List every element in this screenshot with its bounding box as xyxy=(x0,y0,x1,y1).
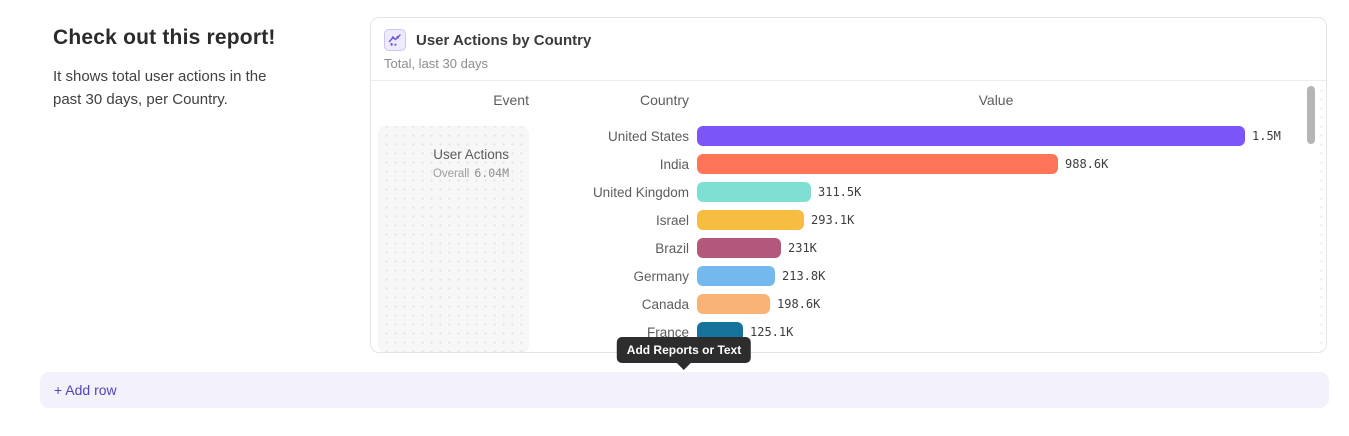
column-header-value[interactable]: Value xyxy=(978,92,1014,108)
value-label: 293.1K xyxy=(811,213,855,227)
event-total-value: 6.04M xyxy=(474,166,509,180)
value-bar[interactable] xyxy=(697,182,811,202)
country-label: Israel xyxy=(655,212,689,228)
value-label: 1.5M xyxy=(1252,129,1281,143)
value-label: 125.1K xyxy=(750,325,794,339)
scrollbar-thumb[interactable] xyxy=(1307,86,1315,144)
value-label: 213.8K xyxy=(782,269,826,283)
value-bar[interactable] xyxy=(697,126,1245,146)
chart-row: Canada 198.6K xyxy=(371,290,1326,318)
report-subtitle: Total, last 30 days xyxy=(384,56,489,71)
chart-row: France 125.1K xyxy=(371,318,1326,346)
value-bar[interactable] xyxy=(697,210,804,230)
tooltip-label: Add Reports or Text xyxy=(626,343,742,357)
value-bar[interactable] xyxy=(697,154,1058,174)
column-header-event[interactable]: Event xyxy=(493,92,529,108)
value-label: 988.6K xyxy=(1065,157,1109,171)
report-table: Event Country Value User Actions Overall… xyxy=(371,81,1326,352)
bar-rows: United States 1.5M India 988.6K United Kingd… xyxy=(371,122,1326,346)
country-label: Germany xyxy=(633,268,689,284)
event-total: Overall 6.04M xyxy=(378,166,509,180)
chart-row: India 988.6K xyxy=(371,150,1326,178)
insights-chart-icon xyxy=(384,29,406,51)
value-bar[interactable] xyxy=(697,238,781,258)
report-card-header: User Actions by Country Total, last 30 d… xyxy=(371,18,1326,81)
vertical-scrollbar[interactable] xyxy=(1307,86,1315,351)
country-label: Canada xyxy=(641,296,689,312)
chart-row: United States 1.5M xyxy=(371,122,1326,150)
country-label: United States xyxy=(607,128,689,144)
value-label: 198.6K xyxy=(777,297,821,311)
chart-row: Germany 213.8K xyxy=(371,262,1326,290)
report-card[interactable]: User Actions by Country Total, last 30 d… xyxy=(370,17,1327,353)
country-label: United Kingdom xyxy=(592,184,689,200)
value-bar[interactable] xyxy=(697,294,770,314)
add-row-button[interactable]: + Add row xyxy=(40,372,1329,408)
chart-row: Brazil 231K xyxy=(371,234,1326,262)
event-name: User Actions xyxy=(433,147,509,162)
event-total-label: Overall xyxy=(432,168,470,180)
country-label: Brazil xyxy=(655,240,689,256)
column-header-country[interactable]: Country xyxy=(639,92,689,108)
add-row-label: + Add row xyxy=(54,382,117,398)
right-texture-strip xyxy=(1317,86,1326,352)
value-bar[interactable] xyxy=(697,266,775,286)
country-label: France xyxy=(646,324,689,340)
report-title: User Actions by Country xyxy=(416,31,592,49)
intro-description: It shows total user actions in the past … xyxy=(53,68,267,108)
chart-row: Israel 293.1K xyxy=(371,206,1326,234)
intro-text-card[interactable]: Check out this report! It shows total us… xyxy=(53,26,303,111)
intro-title: Check out this report! xyxy=(53,26,276,49)
event-cell[interactable]: User Actions Overall 6.04M xyxy=(378,126,529,352)
value-label: 231K xyxy=(788,241,817,255)
chart-row: United Kingdom 311.5K xyxy=(371,178,1326,206)
country-label: India xyxy=(659,156,689,172)
value-label: 311.5K xyxy=(818,185,862,199)
add-reports-tooltip: Add Reports or Text xyxy=(616,337,752,363)
